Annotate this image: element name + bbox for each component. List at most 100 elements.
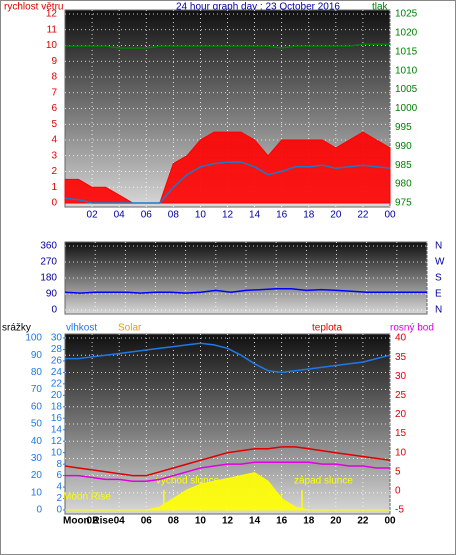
y-tick-label: 90	[31, 350, 43, 361]
x-tick-label: 04	[114, 210, 126, 221]
y3-tick-label: 22	[51, 379, 63, 390]
x-tick-label: 14	[249, 210, 261, 221]
series-line	[64, 161, 391, 204]
y3-tick-label: 12	[51, 436, 63, 447]
y3-tick-label: 4	[56, 482, 62, 493]
annotation: Moon Rise	[63, 516, 114, 527]
y2-tick-label: 25	[395, 390, 407, 401]
y3-tick-label: 30	[51, 333, 63, 344]
y-tick-label: 0	[51, 198, 57, 209]
y-tick-label: 40	[31, 436, 43, 447]
y2-tick-label: 985	[395, 160, 412, 171]
x-tick-label: 02	[87, 210, 99, 221]
y-tick-label: 70	[31, 384, 43, 395]
direction-label: N	[435, 241, 442, 252]
y3-tick-label: 28	[51, 344, 63, 355]
x-tick-label: 10	[195, 210, 207, 221]
x-tick-label: 20	[330, 210, 342, 221]
series-line	[64, 287, 427, 294]
y2-tick-label: 0	[395, 486, 401, 497]
x-tick-label: 06	[141, 210, 153, 221]
x-tick-label: 10	[195, 516, 207, 527]
y2-tick-label: 10	[395, 447, 407, 458]
direction-label: S	[435, 273, 442, 284]
direction-label: E	[435, 289, 442, 300]
x-tick-label: 08	[168, 210, 180, 221]
y-axis-label: srážky	[2, 323, 31, 334]
x-tick-label: 20	[330, 516, 342, 527]
x-tick-label: 22	[357, 210, 369, 221]
y-tick-label: 60	[31, 401, 43, 412]
y2-tick-label: 1010	[395, 65, 418, 76]
annotation: Moon Rise	[63, 492, 111, 503]
x-tick-label: 16	[276, 210, 288, 221]
x-tick-label: 22	[357, 516, 369, 527]
y-tick-label: 5	[51, 119, 57, 130]
y3-tick-label: 8	[56, 459, 62, 470]
y2-tick-label: 1005	[395, 84, 418, 95]
y2-tick-label: -5	[395, 505, 404, 516]
x-tick-label: 06	[141, 516, 153, 527]
y-tick-label: 50	[31, 419, 43, 430]
y2-tick-label: 995	[395, 122, 412, 133]
y2-tick-label: 5	[395, 466, 401, 477]
y-tick-label: 10	[46, 40, 58, 51]
y2-tick-label: 990	[395, 141, 412, 152]
y2-tick-label: 980	[395, 179, 412, 190]
y2-tick-label: 1020	[395, 28, 418, 39]
series-line	[65, 461, 390, 483]
y-tick-label: 6	[51, 103, 57, 114]
x-tick-label: 14	[249, 516, 261, 527]
y2-axis-label: teplota	[312, 323, 342, 334]
y-tick-label: 10	[31, 487, 43, 498]
y2-tick-label: 35	[395, 352, 407, 363]
y3-tick-label: 18	[51, 401, 63, 412]
y-tick-label: 9	[51, 56, 57, 67]
x-tick-label: 18	[303, 516, 315, 527]
y2-tick-label: 20	[395, 409, 407, 420]
y-tick-label: 3	[51, 150, 57, 161]
y-tick-label: 2	[51, 166, 57, 177]
x-tick-label: 02	[87, 516, 99, 527]
y-tick-label: 100	[25, 333, 42, 344]
y-tick-label: 0	[51, 305, 57, 316]
direction-label: N	[435, 305, 442, 316]
y2-tick-label: 15	[395, 428, 407, 439]
x-tick-label: 00	[384, 516, 396, 527]
y3-tick-label: 14	[51, 424, 63, 435]
y2-axis-label: tlak	[372, 2, 389, 13]
annotation: východ slunce	[156, 476, 220, 487]
series-line	[65, 342, 391, 374]
y-tick-label: 20	[31, 470, 43, 481]
x-tick-label: 12	[222, 210, 234, 221]
y2-tick-label: 1015	[395, 46, 418, 57]
y-tick-label: 4	[51, 135, 57, 146]
solar-label: Solar	[118, 323, 142, 334]
x-tick-label: 00	[384, 210, 396, 221]
y-tick-label: 11	[47, 24, 58, 35]
series-line	[64, 446, 391, 477]
y3-tick-label: 10	[51, 447, 63, 458]
y2-tick-label: 1025	[395, 9, 418, 20]
y3-tick-label: 26	[51, 356, 63, 367]
y3-tick-label: 20	[51, 390, 63, 401]
chart-title: 24 hour graph day : 23 October 2016	[176, 2, 340, 13]
y-tick-label: 90	[46, 289, 58, 300]
y-tick-label: 360	[40, 241, 57, 252]
y2-axis-label: rosný bod	[390, 323, 434, 334]
y3-axis-label: vlhkost	[66, 323, 97, 334]
y-tick-label: 180	[40, 273, 57, 284]
y-tick-label: 80	[31, 367, 43, 378]
annotation: západ slunce	[294, 476, 353, 487]
series-area	[64, 131, 391, 204]
x-tick-label: 18	[303, 210, 315, 221]
y3-tick-label: 2	[56, 493, 62, 504]
y3-tick-label: 0	[56, 505, 62, 516]
y3-tick-label: 24	[51, 367, 63, 378]
x-tick-label: 08	[168, 516, 180, 527]
y-tick-label: 30	[31, 453, 43, 464]
direction-label: W	[435, 257, 445, 268]
x-tick-label: 04	[114, 516, 126, 527]
y-tick-label: 0	[36, 505, 42, 516]
